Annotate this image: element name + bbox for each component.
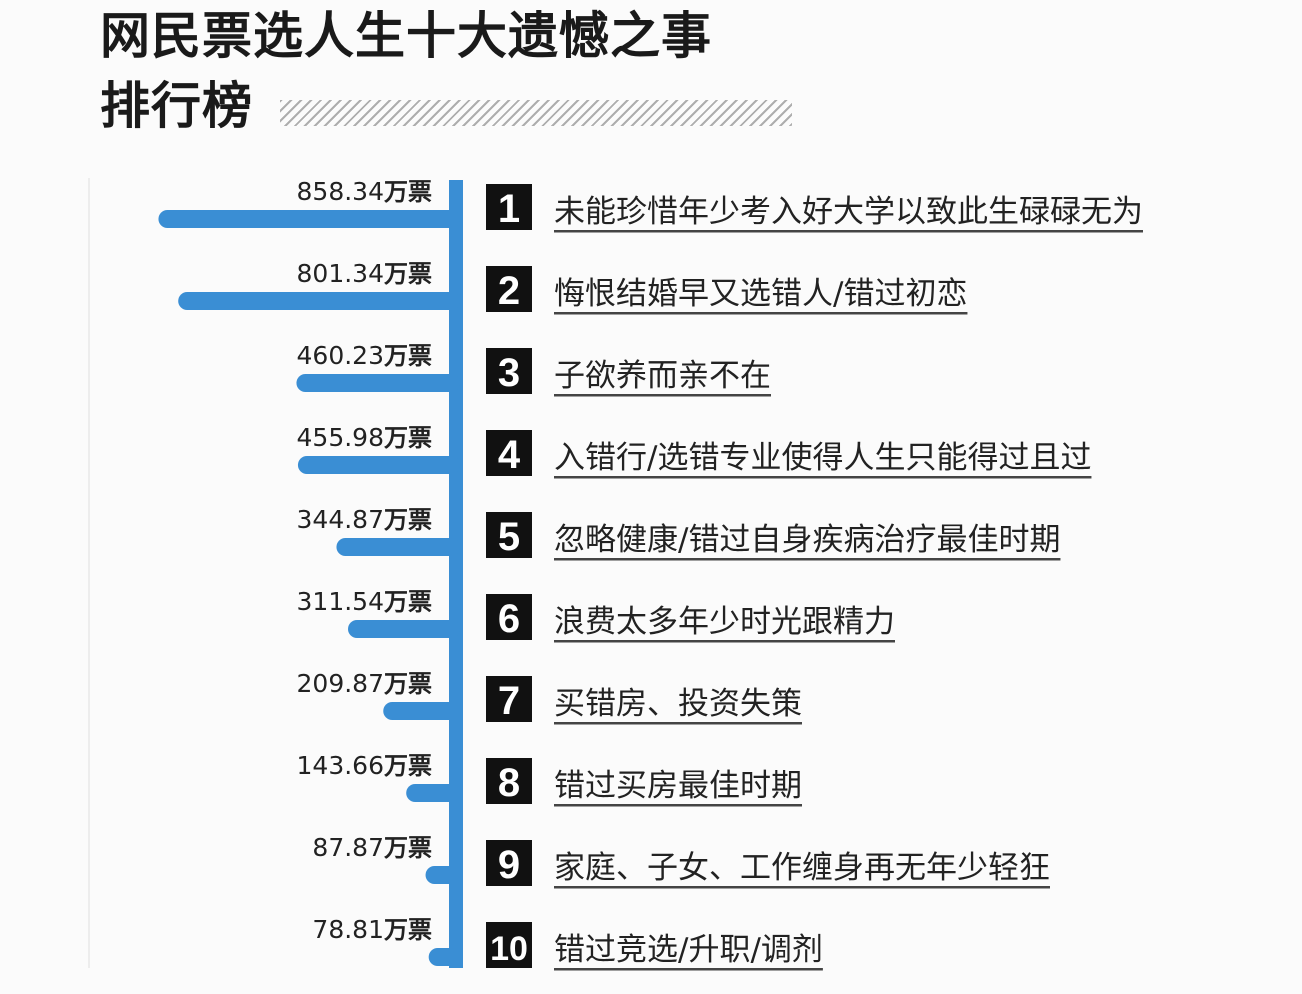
rank-badge-2 — [486, 266, 532, 312]
value-unit-8: 万票 — [384, 752, 432, 780]
rank-badge-10 — [486, 922, 532, 968]
rank-number-10: 10 — [490, 930, 528, 968]
value-number-5: 344.87 — [297, 505, 384, 534]
value-number-6: 311.54 — [297, 587, 384, 616]
rank-number-5: 5 — [498, 515, 520, 559]
rank-badge-4 — [486, 430, 532, 476]
chart-title-line1: 网民票选人生十大遗憾之事 — [100, 7, 712, 65]
value-label-5: 344.87万票 — [297, 505, 432, 534]
value-number-4: 455.98 — [297, 423, 384, 452]
bar-7 — [383, 702, 460, 720]
value-label-9: 87.87万票 — [312, 833, 432, 862]
value-label-7: 209.87万票 — [297, 669, 432, 698]
value-number-3: 460.23 — [297, 341, 384, 370]
value-label-6: 311.54万票 — [297, 587, 432, 616]
bar-5 — [336, 538, 460, 556]
left-guide-line — [88, 178, 90, 968]
category-label-3: 子欲养而亲不在 — [554, 358, 771, 394]
chart-title-line2: 排行榜 — [100, 77, 253, 135]
rank-badge-9 — [486, 840, 532, 886]
value-unit-4: 万票 — [384, 424, 432, 452]
value-unit-7: 万票 — [384, 670, 432, 698]
category-label-1: 未能珍惜年少考入好大学以致此生碌碌无为 — [554, 194, 1143, 230]
category-underline-10 — [554, 968, 823, 971]
value-label-4: 455.98万票 — [297, 423, 432, 452]
bar-9 — [425, 866, 460, 884]
rank-badge-7 — [486, 676, 532, 722]
value-number-9: 87.87 — [312, 833, 384, 862]
value-unit-10: 万票 — [384, 916, 432, 944]
category-underline-3 — [554, 394, 771, 397]
rank-number-2: 2 — [498, 269, 520, 313]
title-hatch-decoration — [280, 100, 792, 126]
category-underline-7 — [554, 722, 802, 725]
rank-number-4: 4 — [498, 433, 521, 477]
category-underline-1 — [554, 230, 1143, 233]
rank-badge-8 — [486, 758, 532, 804]
category-underline-8 — [554, 804, 802, 807]
category-underline-5 — [554, 558, 1061, 561]
bar-4 — [297, 456, 460, 474]
rank-number-7: 7 — [498, 679, 520, 723]
value-label-10: 78.81万票 — [312, 915, 432, 944]
value-number-8: 143.66 — [297, 751, 384, 780]
value-label-1: 858.34万票 — [297, 177, 432, 206]
rank-number-6: 6 — [498, 597, 520, 641]
category-label-8: 错过买房最佳时期 — [554, 768, 802, 804]
category-underline-9 — [554, 886, 1050, 889]
value-unit-6: 万票 — [384, 588, 432, 616]
rank-badge-3 — [486, 348, 532, 394]
value-number-1: 858.34 — [297, 177, 384, 206]
category-underline-6 — [554, 640, 895, 643]
category-label-4: 入错行/选错专业使得人生只能得过且过 — [554, 440, 1091, 476]
value-number-10: 78.81 — [312, 915, 384, 944]
bar-3 — [296, 374, 460, 392]
bar-1 — [158, 210, 460, 228]
bar-2 — [178, 292, 460, 310]
category-label-10: 错过竞选/升职/调剂 — [554, 932, 823, 968]
value-number-2: 801.34 — [297, 259, 384, 288]
bar-8 — [406, 784, 460, 802]
category-label-9: 家庭、子女、工作缠身再无年少轻狂 — [554, 850, 1050, 886]
value-unit-3: 万票 — [384, 342, 432, 370]
category-underline-2 — [554, 312, 968, 315]
value-unit-9: 万票 — [384, 834, 432, 862]
rank-number-9: 9 — [498, 843, 520, 887]
value-number-7: 209.87 — [297, 669, 384, 698]
category-label-7: 买错房、投资失策 — [554, 686, 802, 722]
bar-6 — [347, 620, 460, 638]
category-label-5: 忽略健康/错过自身疾病治疗最佳时期 — [554, 522, 1060, 558]
bar-10 — [428, 948, 460, 966]
category-underline-4 — [554, 476, 1092, 479]
rank-badge-6 — [486, 594, 532, 640]
category-label-2: 悔恨结婚早又选错人/错过初恋 — [554, 276, 967, 312]
value-label-8: 143.66万票 — [297, 751, 432, 780]
category-label-6: 浪费太多年少时光跟精力 — [554, 604, 895, 640]
rank-number-3: 3 — [498, 351, 520, 395]
rank-number-8: 8 — [498, 761, 520, 805]
rank-badge-1 — [486, 184, 532, 230]
rank-number-1: 1 — [498, 187, 520, 231]
value-label-3: 460.23万票 — [297, 341, 432, 370]
value-unit-5: 万票 — [384, 506, 432, 534]
rank-badge-5 — [486, 512, 532, 558]
value-label-2: 801.34万票 — [297, 259, 432, 288]
value-unit-2: 万票 — [384, 260, 432, 288]
value-unit-1: 万票 — [384, 178, 432, 206]
